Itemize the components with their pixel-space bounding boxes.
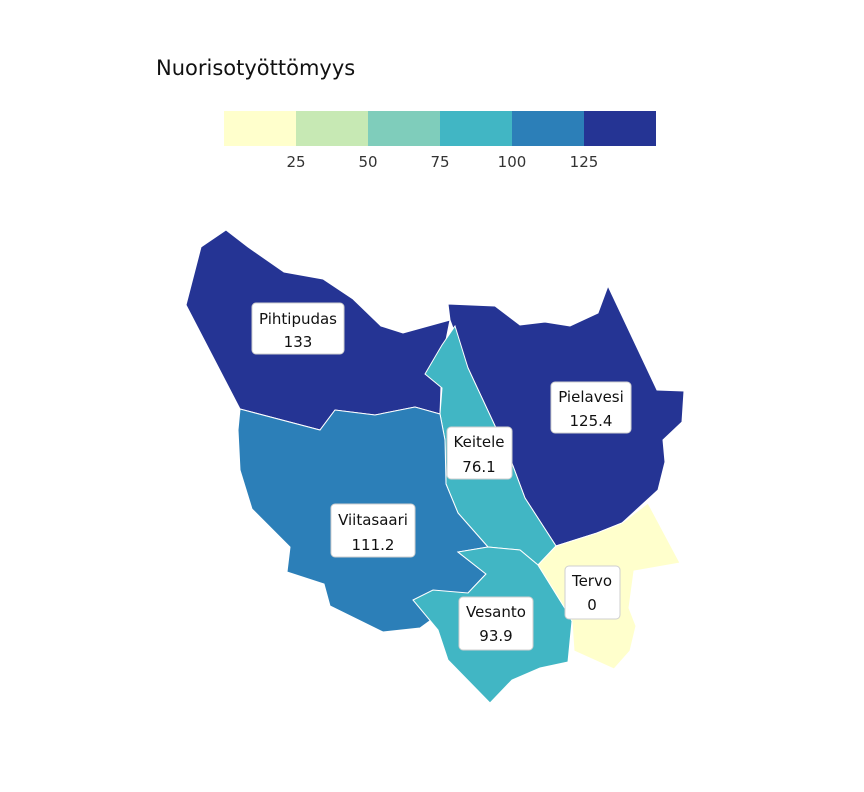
legend-swatch (440, 111, 512, 146)
region-name: Keitele (454, 433, 505, 451)
region-value: 93.9 (479, 627, 512, 645)
legend-title: Nuorisotyöttömyys (156, 56, 356, 80)
region-name: Vesanto (466, 603, 526, 621)
region-value: 76.1 (462, 458, 495, 476)
label-viitasaari: Viitasaari 111.2 (330, 503, 416, 558)
legend-swatch (224, 111, 296, 146)
label-pielavesi: Pielavesi 125.4 (550, 381, 632, 434)
label-vesanto: Vesanto 93.9 (458, 596, 534, 651)
region-value: 133 (284, 333, 313, 351)
label-tervo: Tervo 0 (564, 565, 621, 620)
region-value: 0 (587, 596, 597, 614)
legend-tick: 100 (497, 153, 527, 171)
legend-tick: 125 (569, 153, 599, 171)
region-value: 111.2 (352, 536, 395, 554)
legend-tick: 50 (358, 153, 378, 171)
region-value: 125.4 (570, 412, 613, 430)
region-name: Pihtipudas (259, 310, 337, 328)
legend-tick: 25 (286, 153, 306, 171)
legend-swatch (368, 111, 440, 146)
legend-swatch (296, 111, 368, 146)
region-name: Viitasaari (338, 511, 408, 529)
label-keitele: Keitele 76.1 (446, 426, 513, 480)
region-name: Tervo (571, 572, 612, 590)
legend-ticks: 25 50 75 100 125 (224, 153, 656, 175)
color-legend (224, 111, 656, 146)
legend-swatch (584, 111, 656, 146)
label-pihtipudas: Pihtipudas 133 (251, 302, 345, 355)
legend-swatch (512, 111, 584, 146)
region-name: Pielavesi (558, 388, 624, 406)
legend-tick: 75 (430, 153, 450, 171)
